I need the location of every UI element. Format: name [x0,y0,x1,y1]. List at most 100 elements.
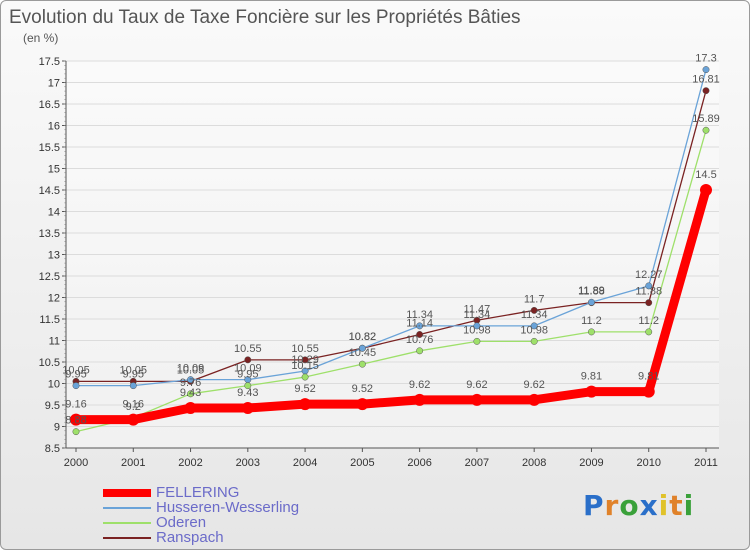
legend-swatch [103,522,151,524]
y-tick-label: 17.5 [39,56,60,68]
data-point [588,298,595,306]
brand-letter: i [683,489,695,522]
legend-swatch [103,507,151,509]
data-label: 8.88 [65,415,86,427]
data-label: 11.88 [635,286,662,298]
x-tick-label: 2005 [350,457,374,469]
data-label: 10.55 [234,343,262,355]
x-tick-label: 2007 [465,457,489,469]
data-point [356,398,369,411]
y-tick-label: 15 [48,164,60,176]
data-point [129,382,137,390]
legend-swatch [103,537,151,539]
series-line-oderen [75,129,707,433]
legend-label: Husseren-Wesserling [156,499,300,516]
data-point [358,344,366,352]
legend-swatch [103,489,151,497]
data-label: 15.89 [692,113,720,125]
data-label: 9.81 [638,371,659,383]
data-point [416,331,424,338]
data-label: 11.34 [521,309,548,321]
data-label: 9.43 [180,387,201,399]
data-label: 10.82 [349,331,377,343]
data-point [72,428,80,436]
brand-letter: i [658,489,670,522]
data-point [127,413,140,426]
data-point [530,306,538,314]
data-label: 11.89 [578,285,605,297]
data-label: 9.62 [523,379,544,391]
data-point [301,373,309,381]
data-point [416,322,424,330]
data-point [700,184,712,196]
data-point [244,382,252,390]
data-point [473,322,481,330]
data-point [187,376,194,384]
series-line-fellering [71,185,711,425]
data-label: 10.29 [291,354,319,366]
brand-letter: P [583,489,605,522]
data-label: 9.52 [294,383,315,395]
y-tick-label: 11.5 [39,314,60,326]
data-point [530,337,538,345]
y-tick-label: 16.5 [39,99,60,111]
data-label: 9.16 [65,399,86,411]
x-tick-label: 2010 [636,457,660,469]
data-label: 10.09 [177,363,205,375]
data-label: 12.27 [635,269,663,281]
y-tick-label: 8.5 [45,443,60,455]
data-label: 10.45 [349,347,377,359]
x-tick-label: 2008 [522,457,546,469]
data-label: 10.76 [406,334,434,346]
data-label: 11.34 [406,309,433,321]
y-tick-label: 11 [49,336,60,348]
brand-letter: t [669,489,684,522]
data-point [416,347,424,355]
series-line-husseren-wesserling [75,68,707,387]
legend-label: Oderen [156,514,207,531]
data-label: 9.95 [237,369,258,381]
data-point [299,398,312,411]
data-point [241,402,254,415]
y-tick-label: 15.5 [39,142,60,154]
data-label: 11.14 [406,317,433,329]
y-tick-label: 17 [48,78,60,90]
data-label: 16.81 [692,74,720,86]
x-tick-label: 2004 [293,457,317,469]
data-point [301,356,309,364]
data-point [585,385,598,398]
data-point [642,385,655,398]
x-tick-label: 2011 [694,457,718,469]
y-tick-label: 14 [48,207,60,219]
data-point [530,322,538,330]
data-point [470,393,483,406]
data-point [588,328,595,336]
data-label: 11.88 [578,286,605,298]
y-tick-label: 12.5 [39,271,60,283]
data-label: 10.15 [291,360,319,372]
y-tick-label: 16 [48,121,60,133]
data-point [358,360,366,368]
brand-letter: r [604,489,620,522]
data-label: 9.95 [65,369,86,381]
data-label: 14.5 [695,169,716,181]
y-tick-label: 10.5 [39,357,60,369]
data-label: 11.2 [638,315,659,327]
data-label: 11.34 [464,309,491,321]
data-label: 9.95 [123,369,144,381]
data-point [645,299,653,307]
y-tick-label: 10 [48,379,60,391]
brand-letter: x [639,489,659,522]
data-label: 10.55 [291,343,319,355]
data-label: 10.05 [120,364,148,376]
data-label: 17.3 [695,53,716,65]
data-label: 9.43 [237,387,258,399]
proxiti-logo: Proxiti [583,489,694,522]
brand-letter: o [619,489,640,522]
x-tick-label: 2006 [407,457,431,469]
line-chart: 8.5 9 9.5 10 10.5 11 11.5 12 12.5 13 13.5 14 14.5 15 1… [39,53,720,469]
data-label: 11.2 [581,315,602,327]
data-label: 11.47 [464,303,491,315]
y-tick-label: 13 [48,250,60,262]
